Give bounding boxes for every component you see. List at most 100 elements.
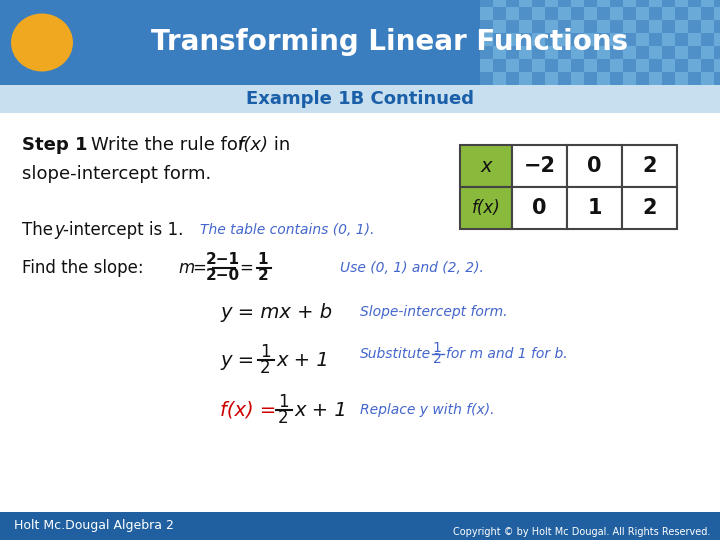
Bar xyxy=(623,7,636,20)
Bar xyxy=(532,59,545,72)
Bar xyxy=(623,72,636,85)
Text: x + 1: x + 1 xyxy=(276,350,329,369)
Bar xyxy=(571,59,584,72)
Bar xyxy=(519,33,532,46)
Text: 1: 1 xyxy=(258,253,269,267)
Bar xyxy=(622,187,677,229)
Bar xyxy=(688,0,701,7)
Bar xyxy=(701,0,714,7)
Bar xyxy=(558,59,571,72)
Text: The table contains (0, 1).: The table contains (0, 1). xyxy=(200,223,374,237)
Text: =: = xyxy=(239,259,253,277)
Bar xyxy=(506,7,519,20)
Bar xyxy=(714,0,720,7)
Bar xyxy=(649,59,662,72)
Bar xyxy=(532,7,545,20)
Bar xyxy=(506,33,519,46)
Bar xyxy=(571,72,584,85)
Bar xyxy=(701,20,714,33)
Bar xyxy=(584,46,597,59)
Text: Find the slope:: Find the slope: xyxy=(22,259,143,277)
Bar xyxy=(688,46,701,59)
Bar xyxy=(662,33,675,46)
Bar xyxy=(701,7,714,20)
Bar xyxy=(584,0,597,7)
Bar xyxy=(649,0,662,7)
Bar xyxy=(480,33,493,46)
Bar xyxy=(480,0,493,7)
Bar xyxy=(623,59,636,72)
Bar xyxy=(610,0,623,7)
Text: The: The xyxy=(22,221,58,239)
Bar xyxy=(480,46,493,59)
Bar xyxy=(714,7,720,20)
Bar xyxy=(493,33,506,46)
Bar xyxy=(571,46,584,59)
Bar xyxy=(649,72,662,85)
Text: 0: 0 xyxy=(588,156,602,176)
Bar xyxy=(493,72,506,85)
Bar xyxy=(480,20,493,33)
Text: 1: 1 xyxy=(260,343,270,361)
Bar xyxy=(623,20,636,33)
Bar xyxy=(480,59,493,72)
Bar xyxy=(610,7,623,20)
Bar xyxy=(623,0,636,7)
Bar xyxy=(558,33,571,46)
Bar xyxy=(597,20,610,33)
Bar xyxy=(688,7,701,20)
Bar xyxy=(493,20,506,33)
Text: Step 1: Step 1 xyxy=(22,136,88,154)
Bar xyxy=(688,72,701,85)
Bar xyxy=(571,7,584,20)
Bar xyxy=(0,85,720,113)
Text: −2: −2 xyxy=(523,156,556,176)
Bar xyxy=(493,59,506,72)
Bar xyxy=(649,46,662,59)
Bar xyxy=(623,33,636,46)
Text: f(x) =: f(x) = xyxy=(220,401,276,420)
Bar xyxy=(545,20,558,33)
Text: in: in xyxy=(268,136,290,154)
Bar xyxy=(636,46,649,59)
Bar xyxy=(636,0,649,7)
Bar xyxy=(519,20,532,33)
Text: Holt Mc.Dougal Algebra 2: Holt Mc.Dougal Algebra 2 xyxy=(14,519,174,532)
Bar xyxy=(506,0,519,7)
Text: =: = xyxy=(192,259,206,277)
Bar xyxy=(545,72,558,85)
Bar xyxy=(571,0,584,7)
Bar xyxy=(571,33,584,46)
Bar xyxy=(701,72,714,85)
Bar xyxy=(597,72,610,85)
Bar xyxy=(714,46,720,59)
Bar xyxy=(506,46,519,59)
Bar xyxy=(480,72,493,85)
Bar xyxy=(662,59,675,72)
Bar xyxy=(610,72,623,85)
Bar xyxy=(506,20,519,33)
Text: 2: 2 xyxy=(278,409,288,427)
Bar xyxy=(597,0,610,7)
Bar xyxy=(460,145,512,187)
Bar xyxy=(636,7,649,20)
Bar xyxy=(0,113,720,512)
Bar xyxy=(662,46,675,59)
Bar xyxy=(519,46,532,59)
Bar xyxy=(584,7,597,20)
Bar xyxy=(610,20,623,33)
Bar xyxy=(675,59,688,72)
Bar xyxy=(532,33,545,46)
Text: Slope-intercept form.: Slope-intercept form. xyxy=(360,305,508,319)
Text: y =: y = xyxy=(220,350,254,369)
Text: x + 1: x + 1 xyxy=(294,401,347,420)
Bar xyxy=(623,46,636,59)
Text: Write the rule for: Write the rule for xyxy=(91,136,251,154)
Bar xyxy=(545,7,558,20)
Bar xyxy=(675,33,688,46)
Bar xyxy=(649,33,662,46)
Bar xyxy=(636,59,649,72)
Text: Substitute: Substitute xyxy=(360,347,431,361)
Bar xyxy=(545,46,558,59)
Bar xyxy=(688,33,701,46)
